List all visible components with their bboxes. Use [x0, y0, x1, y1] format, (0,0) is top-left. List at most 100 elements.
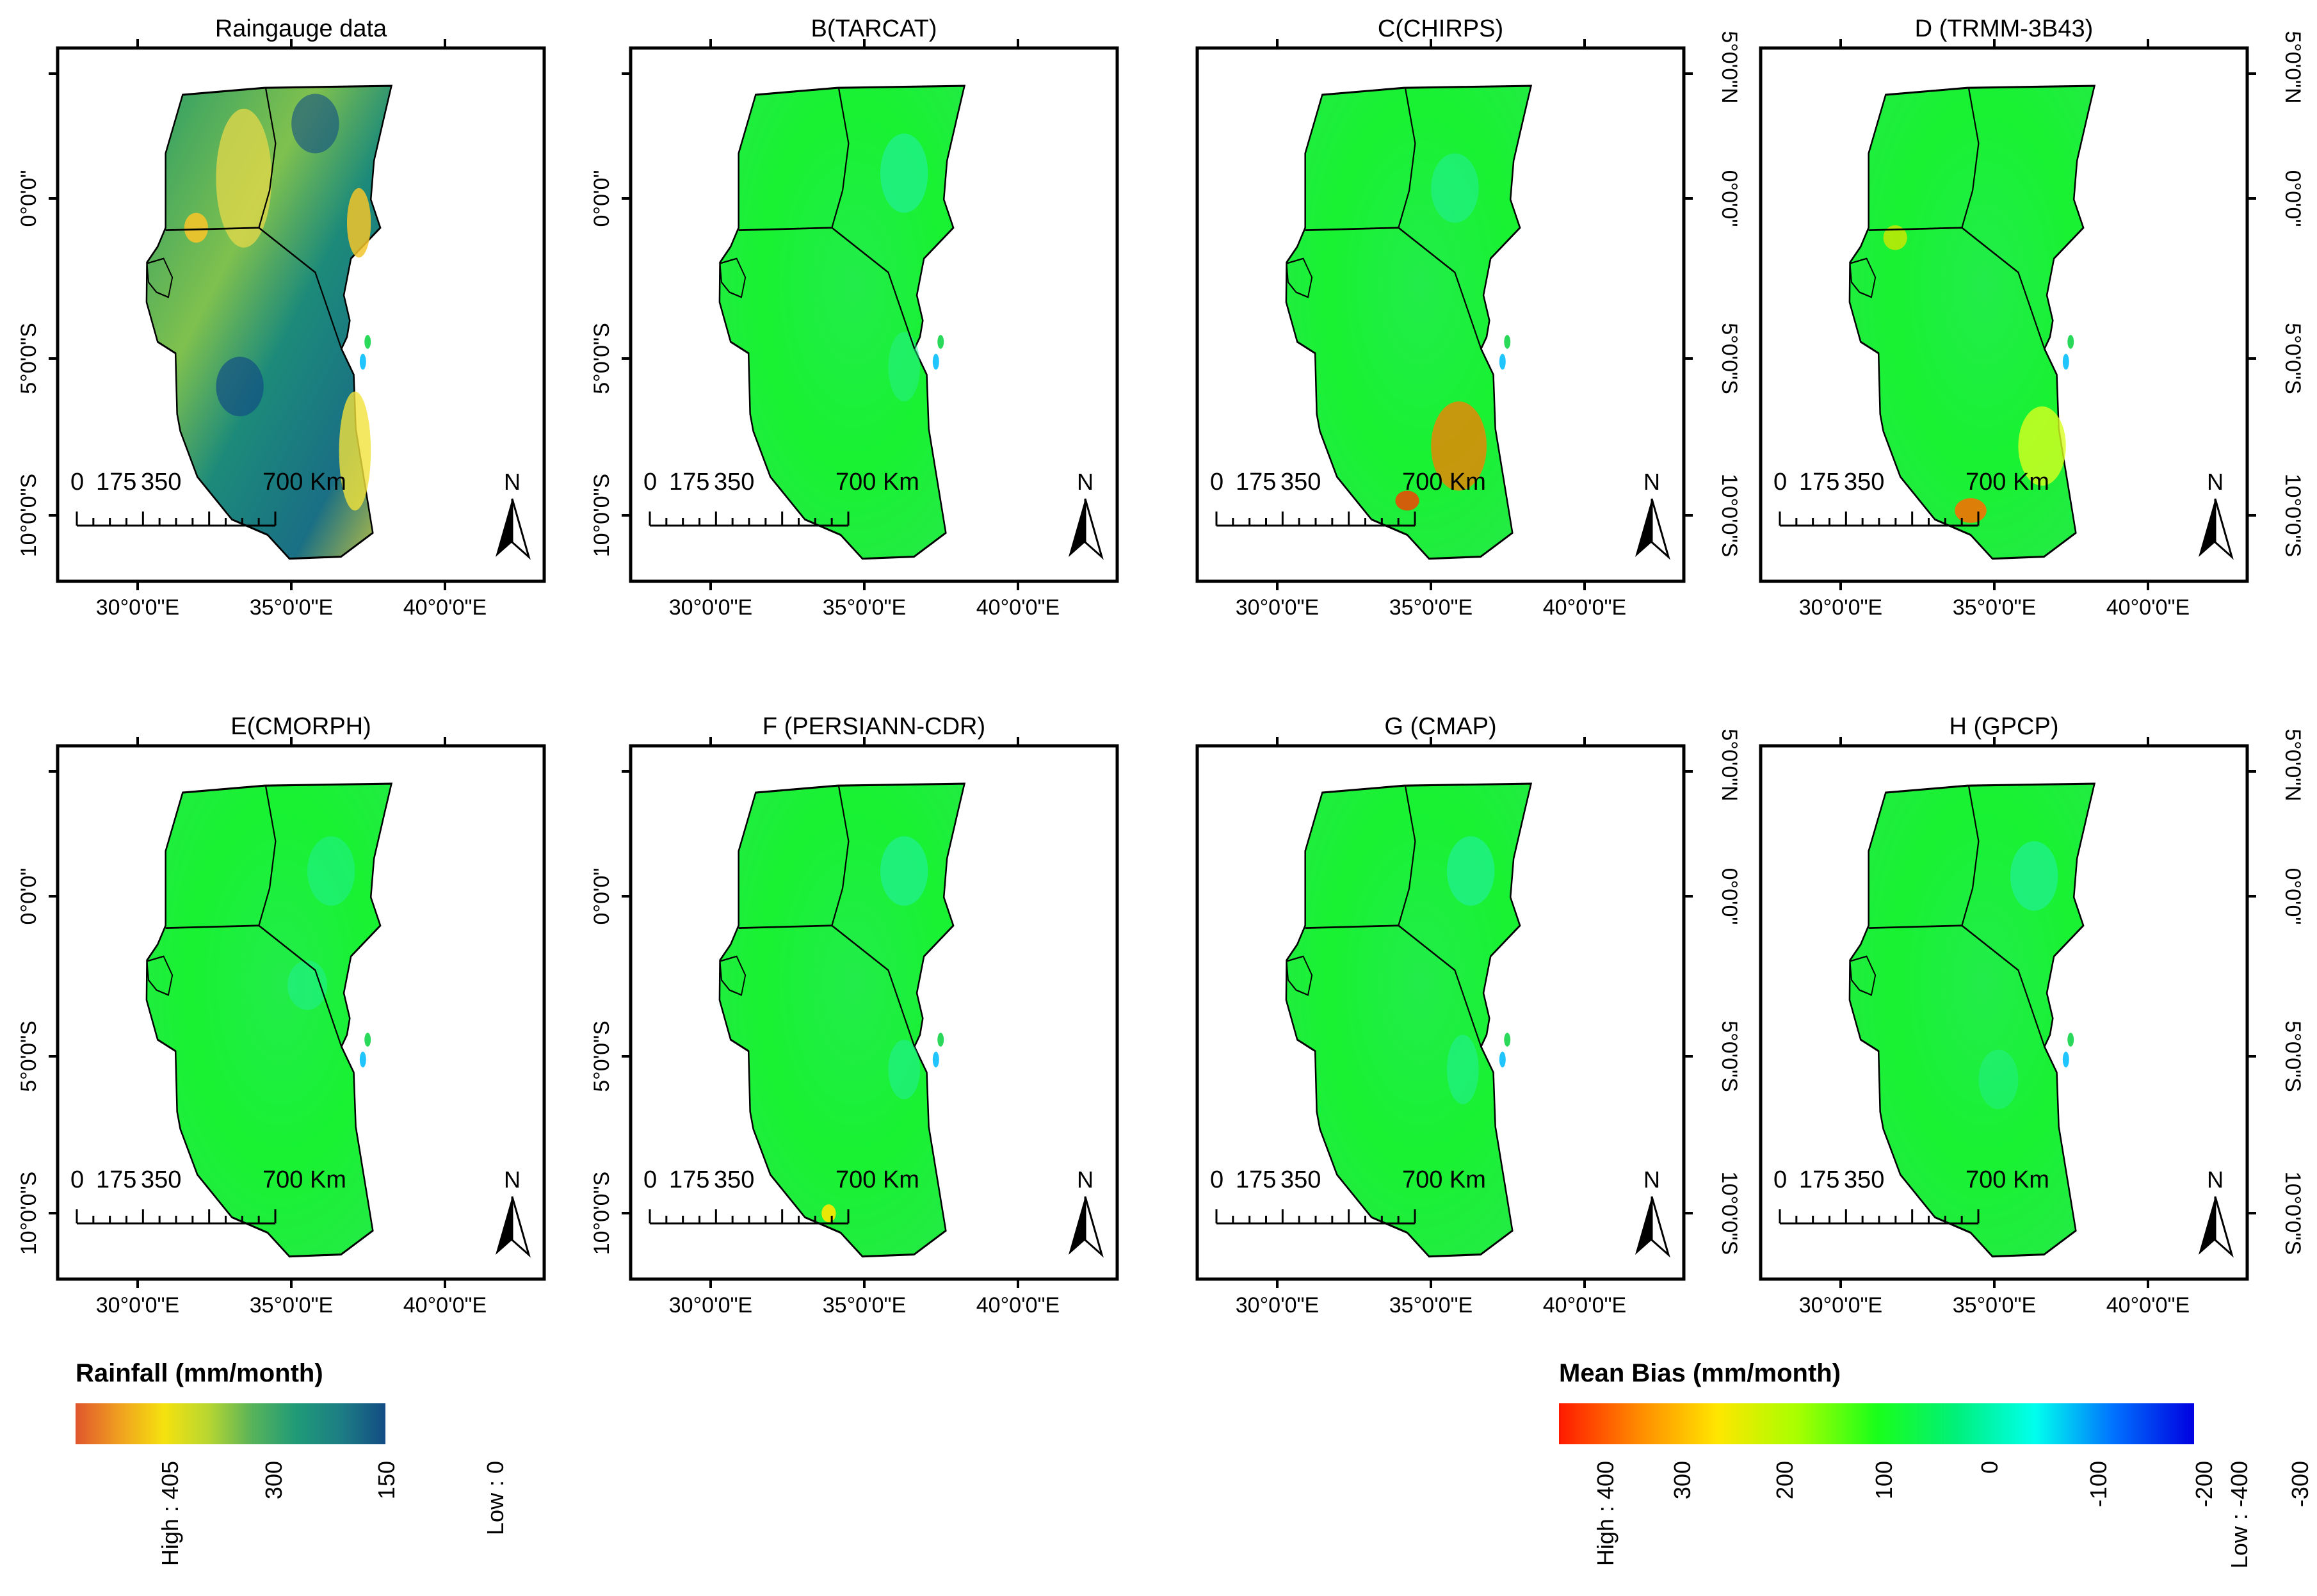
bias-patch	[1431, 153, 1479, 223]
bias-patch	[216, 108, 272, 248]
region-map	[1848, 782, 2096, 1258]
scale-label: 175	[1236, 1166, 1276, 1193]
lat-tick-label: 0°0'0"	[1717, 170, 1741, 227]
legend-title: Mean Bias (mm/month)	[1559, 1359, 1841, 1387]
lon-tick-label: 35°0'0"E	[1953, 1293, 2036, 1318]
lon-tick-label: 30°0'0"E	[96, 595, 179, 620]
north-label: N	[2207, 469, 2224, 495]
legend-colorbar	[76, 1403, 385, 1444]
lat-tick-label: 5°0'0"S	[2281, 323, 2305, 394]
scale-label: 350	[141, 469, 181, 496]
map-panel: F (PERSIANN-CDR) 30°0'0"E 35°0'0"E 40°0'0"E…	[590, 713, 1119, 1318]
rainfall-legend: Rainfall (mm/month) High : 405 300 150 Low :…	[76, 1359, 508, 1566]
country-border	[1398, 785, 1416, 926]
scale-label: 700 Km	[1402, 469, 1486, 496]
lake-outline	[1849, 955, 1877, 996]
panel-title: G (CMAP)	[1384, 713, 1496, 740]
bias-patch	[1883, 225, 1907, 250]
scale-label: 0	[70, 469, 84, 496]
region-map	[718, 85, 966, 560]
lat-tick-label: 5°0'0"S	[17, 1020, 41, 1092]
north-arrow: N	[1635, 1166, 1670, 1258]
scale-label: 175	[96, 469, 136, 496]
island	[359, 353, 366, 370]
country-border	[1961, 785, 1980, 926]
north-label: N	[1643, 1166, 1660, 1193]
bias-patch	[2018, 406, 2066, 486]
lat-tick-label: 0°0'0"	[17, 868, 41, 925]
lat-tick-label: 10°0'0"S	[2281, 474, 2305, 557]
north-arrow-icon	[1084, 1196, 1104, 1258]
panel-title: F (PERSIANN-CDR)	[763, 713, 985, 740]
lake-outline	[1286, 955, 1313, 996]
lon-tick-label: 30°0'0"E	[1799, 1293, 1882, 1318]
lat-tick-label: 5°0'0"S	[590, 1020, 614, 1092]
island	[932, 353, 939, 370]
island	[359, 1051, 366, 1068]
panel-title: D (TRMM-3B43)	[1915, 15, 2094, 42]
bias-patch	[888, 332, 920, 401]
bias-patch	[287, 960, 327, 1010]
scale-label: 175	[1799, 469, 1839, 496]
lon-tick-label: 35°0'0"E	[1953, 595, 2036, 620]
country-border	[1398, 87, 1416, 229]
region-outline	[145, 85, 393, 560]
country-border	[738, 227, 916, 350]
region-map	[718, 782, 966, 1258]
lon-tick-label: 30°0'0"E	[96, 1293, 179, 1318]
lat-tick-label: 5°0'0"N	[2281, 729, 2305, 801]
lon-tick-label: 30°0'0"E	[1799, 595, 1882, 620]
scale-bar: 0 175 350 700 Km	[70, 469, 346, 527]
scale-label: 350	[1844, 469, 1884, 496]
lon-tick-label: 35°0'0"E	[1389, 595, 1473, 620]
lat-tick-label: 5°0'0"N	[1717, 31, 1741, 103]
north-arrow-icon	[1069, 499, 1085, 557]
north-arrow: N	[496, 469, 531, 560]
bias-patch	[1447, 836, 1495, 906]
lon-tick-label: 30°0'0"E	[1236, 1293, 1319, 1318]
legend-label: Low : -400	[2226, 1461, 2252, 1568]
lake-outline	[1849, 257, 1877, 298]
bias-patch	[1447, 1035, 1479, 1104]
lat-tick-label: 0°0'0"	[590, 868, 614, 925]
lat-tick-label: 10°0'0"S	[2281, 1172, 2305, 1255]
scale-label: 0	[1210, 1166, 1223, 1193]
lat-tick-label: 5°0'0"N	[2281, 31, 2305, 103]
legend-label: 300	[1669, 1461, 1695, 1499]
bias-patch	[347, 188, 371, 258]
island	[1499, 353, 1506, 370]
lon-tick-label: 40°0'0"E	[1543, 1293, 1626, 1318]
scale-label: 175	[1799, 1166, 1839, 1193]
bias-patch	[1978, 1049, 2019, 1109]
north-arrow-icon	[496, 499, 512, 557]
island	[364, 1033, 371, 1047]
lon-tick-label: 40°0'0"E	[1543, 595, 1626, 620]
bias-patch	[184, 213, 208, 243]
north-arrow: N	[1069, 469, 1104, 560]
scale-label: 700 Km	[262, 469, 346, 496]
scale-bar: 0 175 350 700 Km	[1210, 469, 1486, 527]
lat-tick-label: 10°0'0"S	[17, 1172, 41, 1255]
legend-label: High : 405	[157, 1461, 183, 1566]
lat-tick-label: 5°0'0"S	[2281, 1020, 2305, 1092]
region-map	[145, 782, 393, 1258]
legend-label: 0	[1976, 1461, 2003, 1474]
legend-label: Low : 0	[482, 1461, 508, 1535]
lon-tick-label: 40°0'0"E	[976, 1293, 1060, 1318]
country-border	[258, 785, 277, 926]
island	[937, 335, 944, 349]
bias-patch	[880, 133, 928, 213]
region-map	[1285, 85, 1533, 560]
country-border	[1305, 227, 1482, 350]
scale-bar: 0 175 350 700 Km	[1773, 1166, 2049, 1225]
island	[937, 1033, 944, 1047]
bias-patch	[1955, 498, 1987, 523]
scale-label: 350	[1844, 1166, 1884, 1193]
lat-tick-label: 5°0'0"S	[1717, 1020, 1741, 1092]
scale-label: 350	[1280, 469, 1321, 496]
scale-bar: 0 175 350 700 Km	[643, 469, 919, 527]
north-label: N	[2207, 1166, 2224, 1193]
north-arrow-icon	[511, 1196, 531, 1258]
north-arrow-icon	[1635, 499, 1652, 557]
island	[1504, 335, 1511, 349]
